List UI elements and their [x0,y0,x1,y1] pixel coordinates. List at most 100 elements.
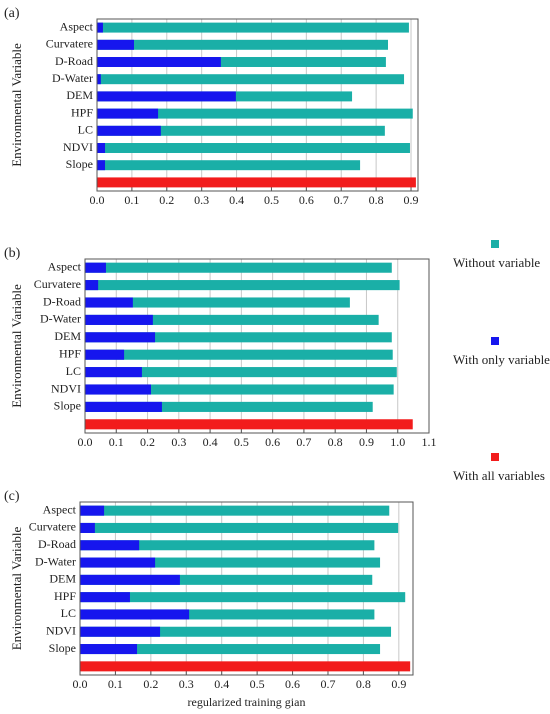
legend-label: Without variable [453,255,540,270]
bar [85,332,156,343]
bar [80,626,392,637]
category-label: Aspect [43,502,77,516]
bar [85,367,397,378]
bar [85,384,151,395]
x-tick-label: 0.8 [356,677,371,691]
bar [80,522,399,533]
bar [80,505,390,516]
bar [80,574,180,585]
x-tick-label: 0.2 [140,435,155,449]
x-tick-label: 0.1 [124,193,139,207]
category-label: LC [78,123,93,137]
category-label: D-Road [55,54,93,68]
category-label: HPF [59,346,81,360]
x-tick-label: 1.1 [422,435,437,449]
y-axis-label: Environmental Variable [9,43,24,167]
bar [85,367,142,378]
x-tick-label: 0.4 [229,193,244,207]
x-tick-label: 0.4 [214,677,229,691]
bar [97,125,385,136]
bar [97,108,413,119]
category-label: D-Water [40,312,81,326]
bar [85,349,393,360]
bar [85,401,162,412]
bar [80,540,140,551]
bar [80,609,375,620]
bar [85,262,106,273]
bar [80,505,105,516]
y-axis-label: Environmental Variable [9,284,24,408]
x-tick-label: 0.7 [320,677,335,691]
bar [80,522,95,533]
x-tick-label: 0.8 [328,435,343,449]
bar [80,609,190,620]
bar [80,540,375,551]
bar [97,39,134,50]
legend-label: With all variables [453,468,545,483]
bar [97,57,386,67]
x-tick-label: 0.0 [78,435,93,449]
bar [97,160,361,171]
category-label: Aspect [60,19,94,33]
x-tick-label: 0.2 [143,677,158,691]
bar [97,125,161,136]
x-tick-label: 0.1 [108,677,123,691]
x-tick-label: 0.9 [404,193,419,207]
legend-swatch [491,240,499,248]
category-label: D-Water [35,554,76,568]
category-label: NDVI [51,381,81,395]
x-tick-label: 0.6 [285,677,300,691]
category-label: Curvatere [29,520,76,534]
bar [97,108,159,119]
x-tick-label: 0.7 [296,435,311,449]
bar [97,39,388,50]
bar [97,74,101,85]
bar [85,297,350,308]
legend-label: With only variable [453,352,550,367]
bar [97,22,409,33]
category-label: Slope [49,641,76,655]
x-tick-label: 0.4 [203,435,218,449]
category-label: Curvatere [34,277,81,291]
bar [80,644,138,655]
bar [85,314,379,325]
x-tick-label: 0.1 [109,435,124,449]
plot-frame [79,501,414,676]
category-label: DEM [66,88,93,102]
bar [85,332,392,343]
panel-label: (a) [4,6,20,21]
x-axis-label: regularized training gian [188,695,306,709]
bar [85,280,99,291]
bar [97,177,416,188]
x-tick-label: 0.5 [234,435,249,449]
x-tick-label: 0.2 [159,193,174,207]
bar [80,644,381,655]
legend-swatch [491,453,499,461]
category-label: HPF [54,589,76,603]
category-label: Aspect [48,259,82,273]
category-label: D-Road [43,294,81,308]
bar [85,384,394,395]
category-label: Slope [54,399,81,413]
x-tick-label: 0.8 [369,193,384,207]
bar [97,57,221,67]
bar [85,419,413,430]
bar [85,297,133,308]
bar [85,349,125,360]
panel-label: (c) [4,489,20,504]
category-label: DEM [54,329,81,343]
plot-frame [96,18,419,192]
x-tick-label: 0.0 [73,677,88,691]
bar [80,661,411,672]
x-tick-label: 0.3 [179,677,194,691]
bar [97,160,106,171]
category-label: LC [66,364,81,378]
bar [85,262,392,273]
category-label: LC [61,606,76,620]
bar [97,143,106,153]
plot-frame [84,258,430,434]
category-label: D-Road [38,537,76,551]
x-tick-label: 0.3 [171,435,186,449]
bar [80,557,156,568]
